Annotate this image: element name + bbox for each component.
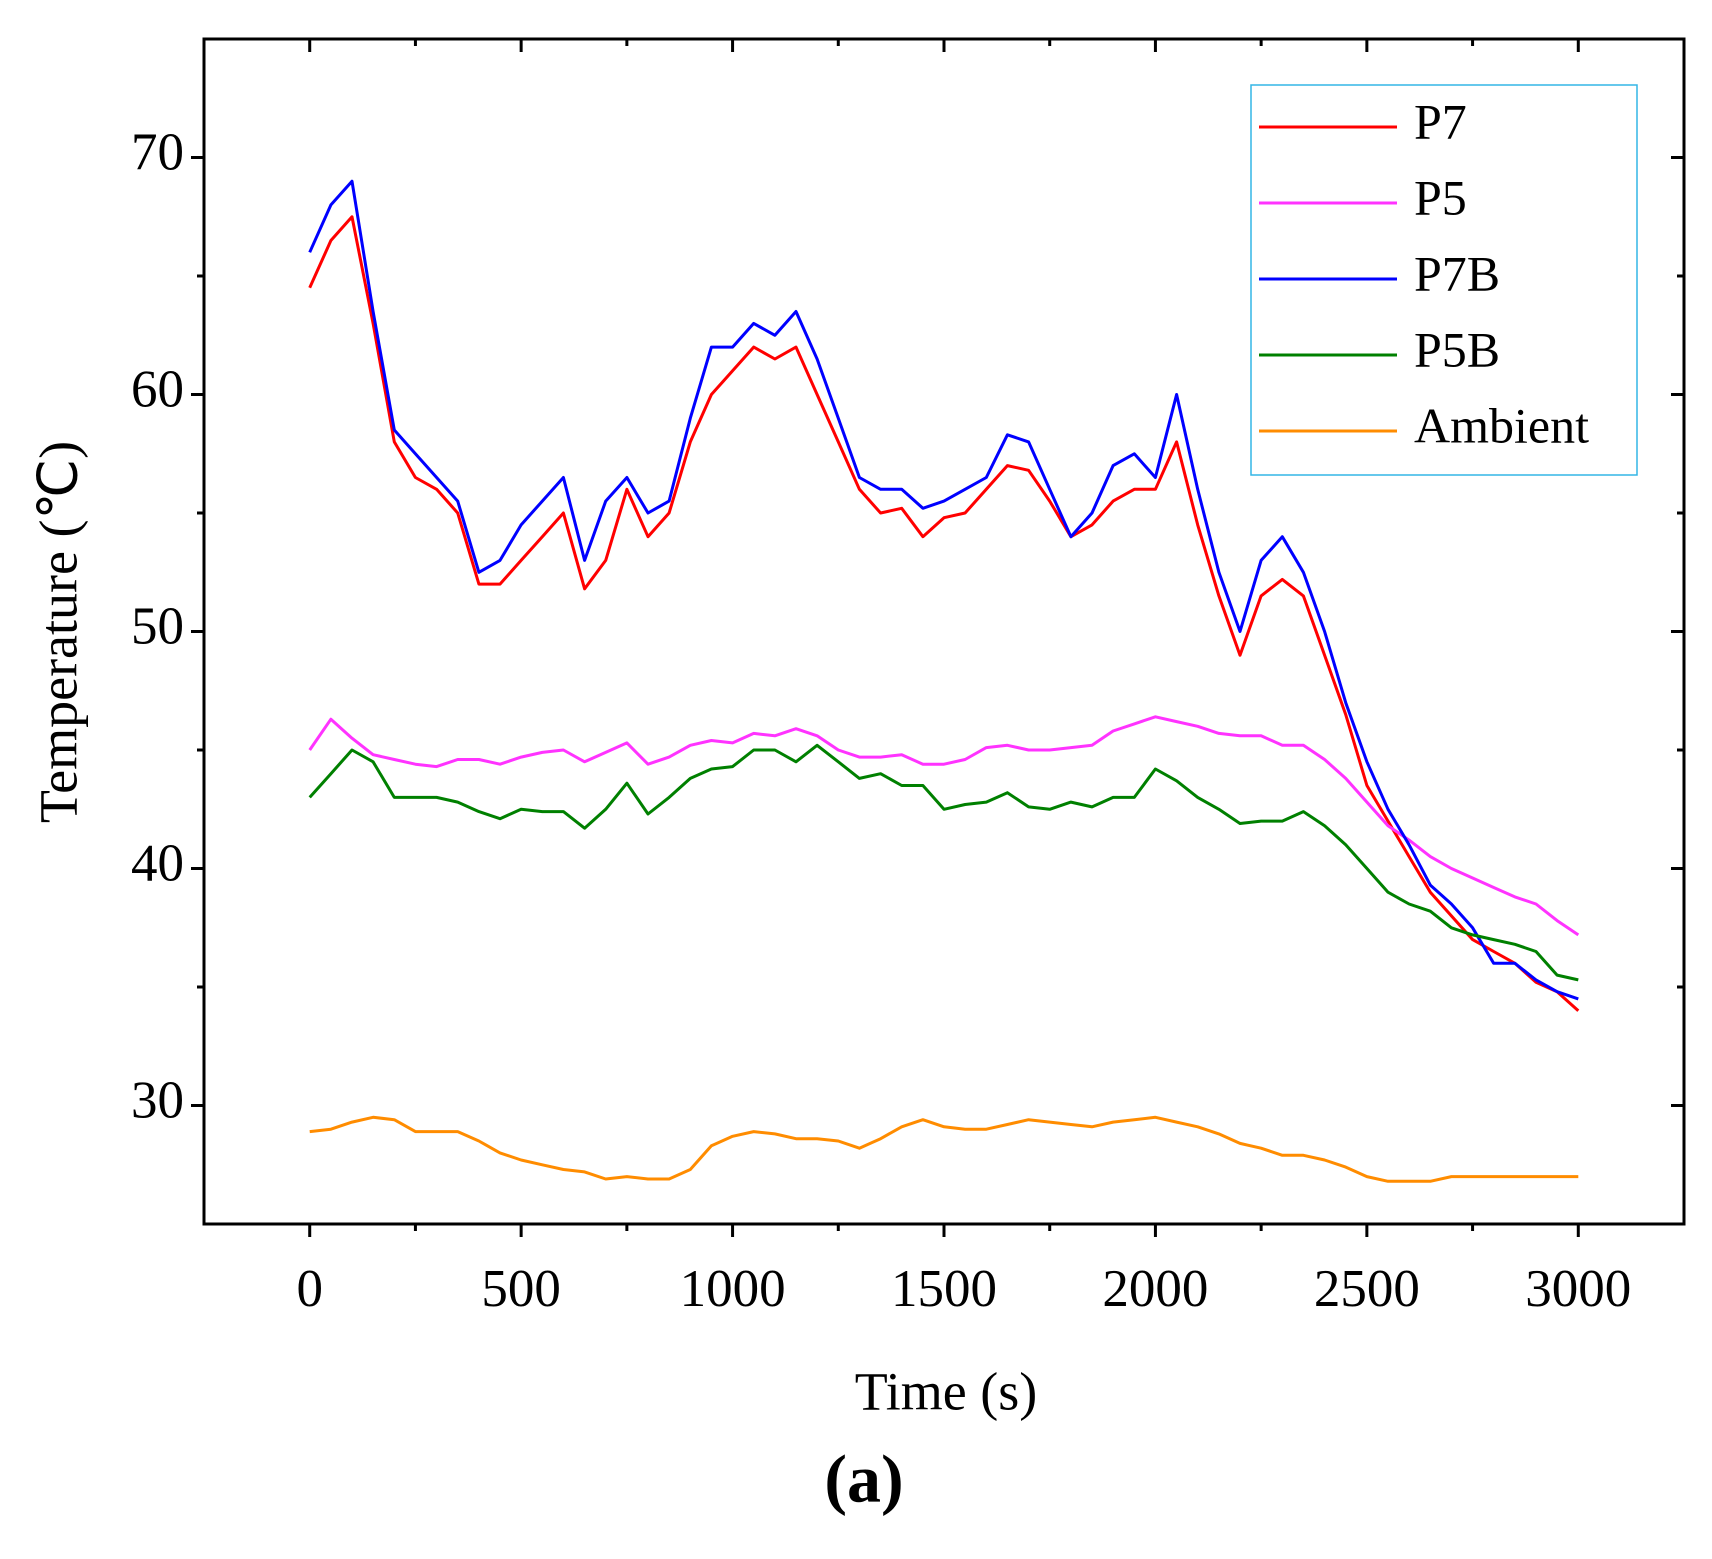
x-tick-label: 0	[296, 1260, 323, 1318]
y-axis-title: Temperature (℃)	[28, 441, 88, 823]
y-tick-label: 30	[131, 1072, 184, 1130]
series-line	[308, 179, 1579, 1001]
x-tick-label: 3000	[1525, 1260, 1631, 1318]
y-tick-label: 40	[131, 835, 184, 893]
x-tick-label: 2000	[1102, 1260, 1208, 1318]
y-tick-label: 60	[131, 361, 184, 419]
x-axis-title: Time (s)	[855, 1361, 1038, 1421]
series-line	[308, 215, 1580, 1012]
legend-label: P5B	[1414, 321, 1500, 377]
x-tick-label: 1000	[680, 1260, 786, 1318]
legend-label: P5	[1414, 169, 1467, 225]
series-line	[308, 743, 1579, 982]
legend-label: P7B	[1414, 245, 1500, 301]
x-tick-label: 1500	[891, 1260, 997, 1318]
legend-label: P7	[1414, 93, 1467, 149]
y-tick-label: 70	[131, 124, 184, 182]
series-line	[309, 1115, 1579, 1183]
legend-label: Ambient	[1414, 397, 1589, 453]
x-tick-label: 500	[481, 1260, 561, 1318]
caption: (a)	[824, 1441, 903, 1517]
series-line	[308, 715, 1580, 937]
y-tick-label: 50	[131, 598, 184, 656]
x-tick-label: 2500	[1314, 1260, 1420, 1318]
